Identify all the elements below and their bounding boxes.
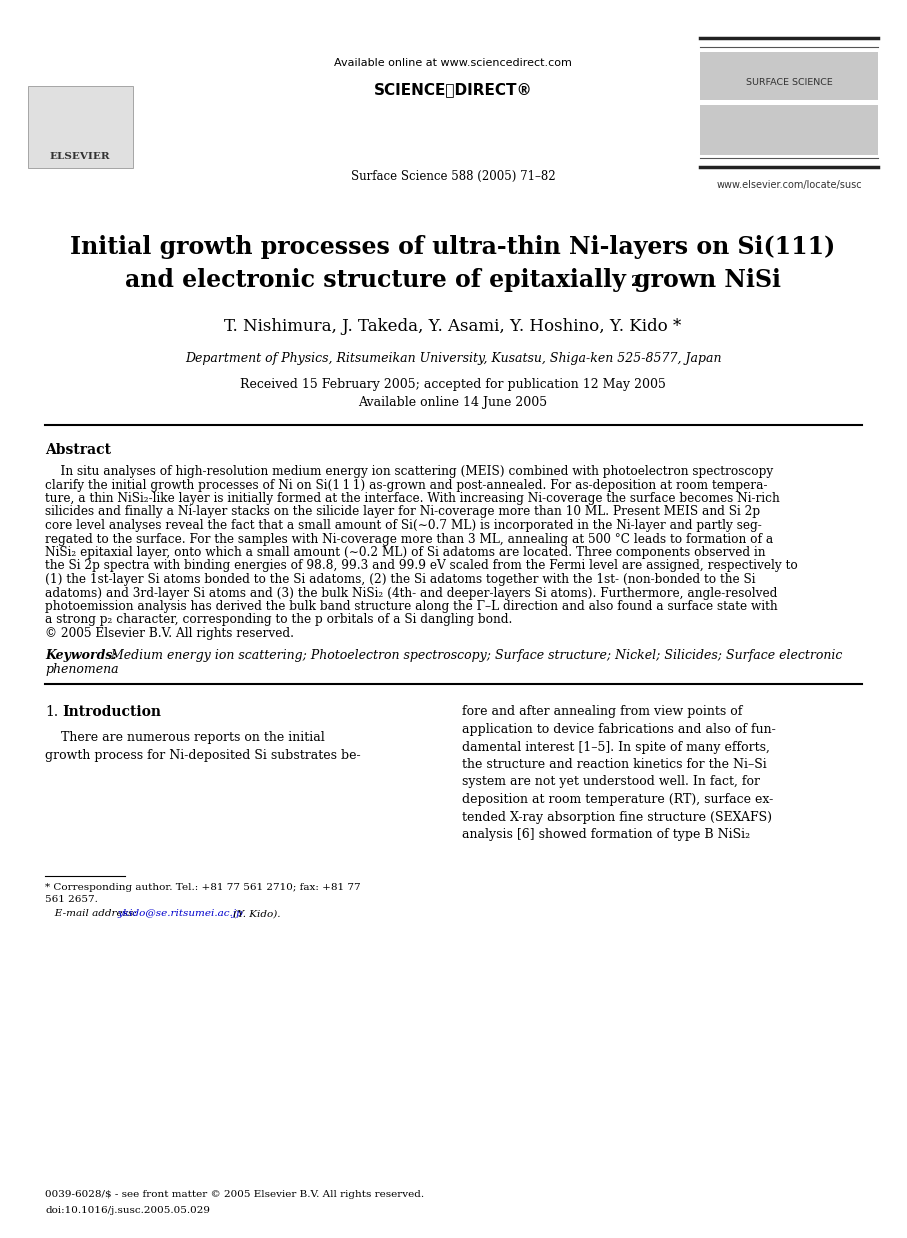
Text: 0039-6028/$ - see front matter © 2005 Elsevier B.V. All rights reserved.: 0039-6028/$ - see front matter © 2005 El… bbox=[45, 1190, 424, 1198]
Text: clarify the initial growth processes of Ni on Si(1 1 1) as-grown and post-anneal: clarify the initial growth processes of … bbox=[45, 479, 767, 491]
Text: SCIENCEⓐDIRECT®: SCIENCEⓐDIRECT® bbox=[374, 82, 532, 97]
Text: silicides and finally a Ni-layer stacks on the silicide layer for Ni-coverage mo: silicides and finally a Ni-layer stacks … bbox=[45, 505, 760, 519]
Text: and electronic structure of epitaxially grown NiSi: and electronic structure of epitaxially … bbox=[125, 267, 781, 292]
Text: Abstract: Abstract bbox=[45, 443, 111, 457]
Text: photoemission analysis has derived the bulk band structure along the Γ–L directi: photoemission analysis has derived the b… bbox=[45, 600, 777, 613]
Text: 1.: 1. bbox=[45, 706, 58, 719]
Text: (1) the 1st-layer Si atoms bonded to the Si adatoms, (2) the Si adatoms together: (1) the 1st-layer Si atoms bonded to the… bbox=[45, 573, 756, 586]
Text: Available online 14 June 2005: Available online 14 June 2005 bbox=[358, 396, 548, 409]
Text: adatoms) and 3rd-layer Si atoms and (3) the bulk NiSi₂ (4th- and deeper-layers S: adatoms) and 3rd-layer Si atoms and (3) … bbox=[45, 587, 777, 599]
Text: core level analyses reveal the fact that a small amount of Si(∼0.7 ML) is incorp: core level analyses reveal the fact that… bbox=[45, 519, 762, 532]
Text: Received 15 February 2005; accepted for publication 12 May 2005: Received 15 February 2005; accepted for … bbox=[240, 378, 666, 391]
Text: 2: 2 bbox=[631, 275, 641, 288]
FancyBboxPatch shape bbox=[700, 52, 878, 100]
Text: In situ analyses of high-resolution medium energy ion scattering (MEIS) combined: In situ analyses of high-resolution medi… bbox=[45, 465, 774, 478]
Text: There are numerous reports on the initial
growth process for Ni-deposited Si sub: There are numerous reports on the initia… bbox=[45, 732, 361, 763]
Text: Introduction: Introduction bbox=[62, 706, 161, 719]
Text: ELSEVIER: ELSEVIER bbox=[50, 152, 111, 161]
Text: Department of Physics, Ritsumeikan University, Kusatsu, Shiga-ken 525-8577, Japa: Department of Physics, Ritsumeikan Unive… bbox=[185, 352, 721, 365]
Text: a strong p₂ character, corresponding to the p orbitals of a Si dangling bond.: a strong p₂ character, corresponding to … bbox=[45, 614, 512, 626]
Text: Available online at www.sciencedirect.com: Available online at www.sciencedirect.co… bbox=[334, 58, 572, 68]
Text: ture, a thin NiSi₂-like layer is initially formed at the interface. With increas: ture, a thin NiSi₂-like layer is initial… bbox=[45, 491, 780, 505]
Text: SURFACE SCIENCE: SURFACE SCIENCE bbox=[746, 78, 833, 87]
Text: fore and after annealing from view points of
application to device fabrications : fore and after annealing from view point… bbox=[462, 706, 775, 841]
FancyBboxPatch shape bbox=[28, 85, 133, 168]
Text: © 2005 Elsevier B.V. All rights reserved.: © 2005 Elsevier B.V. All rights reserved… bbox=[45, 626, 294, 640]
Text: ykido@se.ritsumei.ac.jp: ykido@se.ritsumei.ac.jp bbox=[117, 910, 243, 919]
Text: the Si 2p spectra with binding energies of 98.8, 99.3 and 99.9 eV scaled from th: the Si 2p spectra with binding energies … bbox=[45, 560, 798, 572]
FancyBboxPatch shape bbox=[700, 105, 878, 155]
Text: phenomena: phenomena bbox=[45, 664, 119, 676]
Text: Surface Science 588 (2005) 71–82: Surface Science 588 (2005) 71–82 bbox=[351, 170, 555, 183]
Text: Keywords:: Keywords: bbox=[45, 649, 117, 661]
Text: * Corresponding author. Tel.: +81 77 561 2710; fax: +81 77
561 2657.: * Corresponding author. Tel.: +81 77 561… bbox=[45, 884, 361, 904]
Text: (Y. Kido).: (Y. Kido). bbox=[230, 910, 280, 919]
Text: www.elsevier.com/locate/susc: www.elsevier.com/locate/susc bbox=[717, 180, 862, 189]
Text: doi:10.1016/j.susc.2005.05.029: doi:10.1016/j.susc.2005.05.029 bbox=[45, 1206, 210, 1214]
Text: regated to the surface. For the samples with Ni-coverage more than 3 ML, anneali: regated to the surface. For the samples … bbox=[45, 532, 774, 546]
Text: T. Nishimura, J. Takeda, Y. Asami, Y. Hoshino, Y. Kido *: T. Nishimura, J. Takeda, Y. Asami, Y. Ho… bbox=[224, 318, 682, 335]
Text: E-mail address:: E-mail address: bbox=[45, 910, 140, 919]
Text: Initial growth processes of ultra-thin Ni-layers on Si(111): Initial growth processes of ultra-thin N… bbox=[71, 235, 835, 259]
Text: NiSi₂ epitaxial layer, onto which a small amount (∼0.2 ML) of Si adatoms are loc: NiSi₂ epitaxial layer, onto which a smal… bbox=[45, 546, 766, 560]
Text: Medium energy ion scattering; Photoelectron spectroscopy; Surface structure; Nic: Medium energy ion scattering; Photoelect… bbox=[107, 649, 843, 661]
